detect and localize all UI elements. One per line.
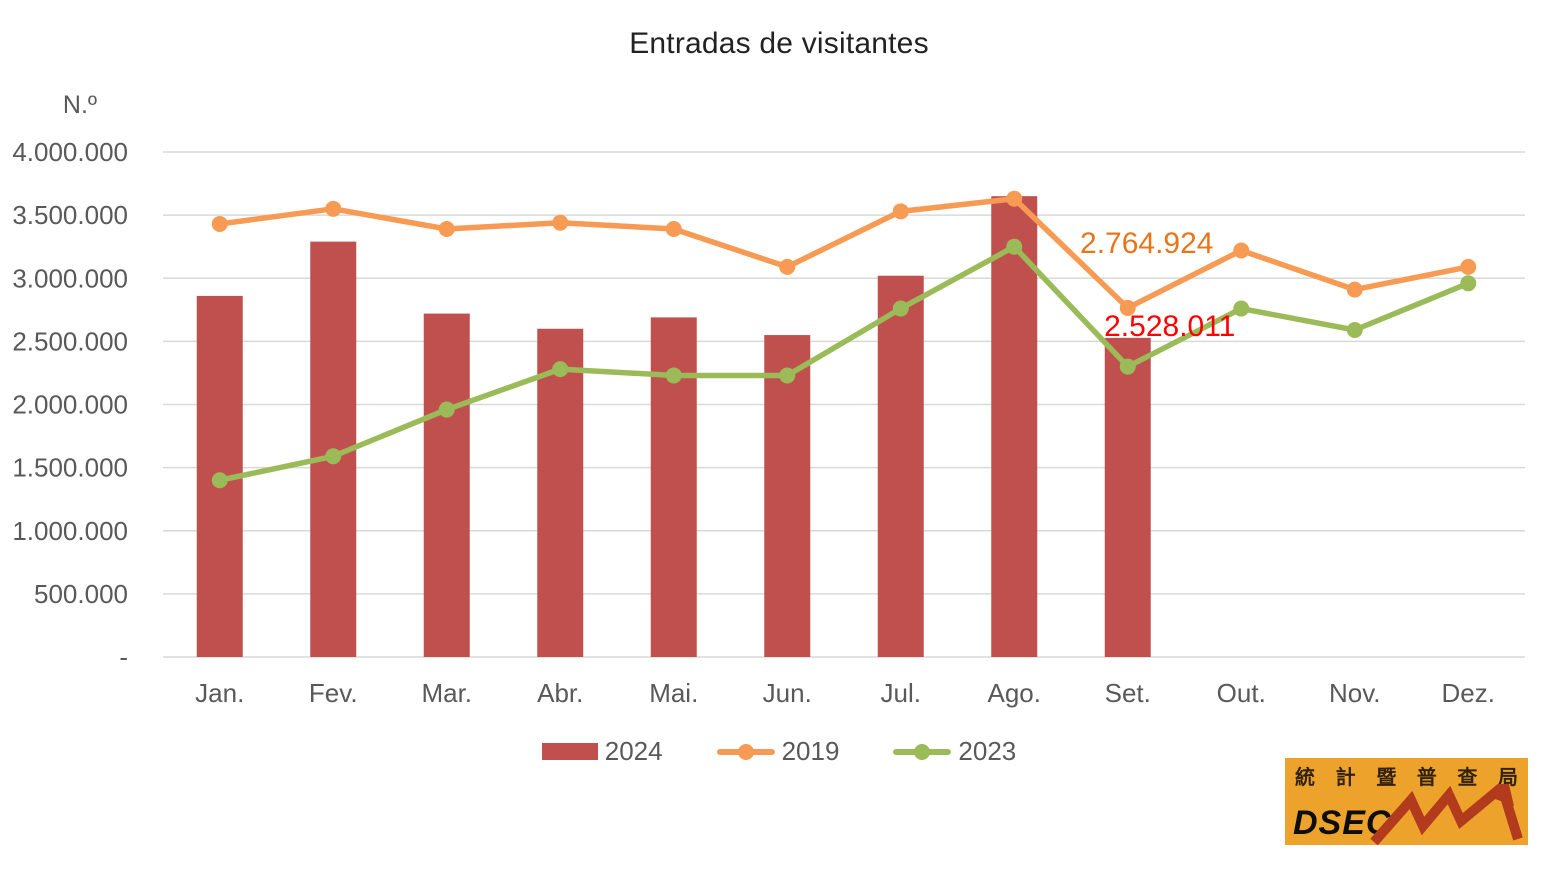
x-tick-label: Jan. xyxy=(195,678,244,708)
marker-2023-Jan xyxy=(211,472,228,489)
dsec-logo-cjk-char: 查 xyxy=(1457,765,1478,789)
marker-2019-Jun xyxy=(779,258,796,275)
x-tick-label: Dez. xyxy=(1442,678,1495,708)
y-axis-label: N.º xyxy=(63,91,97,119)
marker-2023-Fev xyxy=(325,448,342,465)
x-tick-label: Fev. xyxy=(309,678,358,708)
legend-marker-2023 xyxy=(914,743,931,760)
y-tick-label: 3.000.000 xyxy=(12,263,128,293)
marker-2019-Jan xyxy=(211,215,228,232)
marker-2023-Mar xyxy=(438,401,455,418)
chart-title: Entradas de visitantes xyxy=(629,27,929,60)
bar-2024-Abr xyxy=(537,328,584,657)
bar-2024-Mar xyxy=(423,313,470,657)
legend-item-2023: 2023 xyxy=(893,736,1016,767)
marker-2019-Out xyxy=(1233,242,1250,259)
y-tick-label: 500.000 xyxy=(34,579,128,609)
y-tick-label: 4.000.000 xyxy=(12,137,128,167)
marker-2019-Nov xyxy=(1346,281,1363,298)
dsec-logo-cjk-text: 統計暨普查局 xyxy=(1295,761,1518,790)
bar-2024-Ago xyxy=(991,196,1038,657)
marker-2019-Dez xyxy=(1460,258,1477,275)
legend-bar-swatch-2024 xyxy=(541,743,598,760)
marker-2019-Mar xyxy=(438,221,455,238)
line-2023 xyxy=(217,243,1471,483)
legend-line-swatch-2019 xyxy=(716,743,775,761)
bar-2024-Set xyxy=(1104,337,1151,657)
marker-2023-Mai xyxy=(665,367,682,384)
x-tick-label: Mar. xyxy=(421,678,472,708)
dsec-logo: 統計暨普查局 DSEC xyxy=(1285,758,1528,845)
x-tick-label: Nov. xyxy=(1329,678,1381,708)
legend-label-2023: 2023 xyxy=(958,736,1017,766)
bar-2024-Jun xyxy=(764,335,811,657)
x-tick-label: Jul. xyxy=(881,678,921,708)
x-tick-label: Abr. xyxy=(537,678,583,708)
data-label-2024: 2.528.011 xyxy=(1104,310,1235,343)
legend-line-swatch-2023 xyxy=(893,743,952,761)
dsec-logo-cjk-char: 統 xyxy=(1295,765,1315,789)
dsec-logo-cjk-char: 計 xyxy=(1335,765,1356,789)
y-tick-label: 2.500.000 xyxy=(12,326,128,356)
y-tick-label: 3.500.000 xyxy=(12,200,128,230)
dsec-logo-cjk-char: 暨 xyxy=(1376,765,1397,789)
legend-item-2024: 2024 xyxy=(541,736,663,767)
marker-2023-Jun xyxy=(779,367,796,384)
legend: 2024 2019 2023 xyxy=(0,736,1558,767)
marker-2023-Set xyxy=(1119,358,1136,375)
x-tick-label: Out. xyxy=(1217,678,1266,708)
y-tick-label: - xyxy=(119,642,128,672)
line-2019 xyxy=(217,195,1471,311)
marker-2019-Fev xyxy=(325,200,342,217)
data-label-2019: 2.764.924 xyxy=(1080,227,1213,260)
legend-label-2019: 2019 xyxy=(781,736,840,766)
legend-label-2024: 2024 xyxy=(604,736,663,766)
y-tick-label: 1.500.000 xyxy=(12,453,128,483)
marker-2019-Ago xyxy=(1006,190,1023,207)
marker-2019-Jul xyxy=(892,203,909,220)
legend-item-2019: 2019 xyxy=(716,736,840,767)
dsec-logo-cjk-char: 普 xyxy=(1416,765,1437,789)
x-tick-label: Jun. xyxy=(763,678,812,708)
bar-2024-Jul xyxy=(877,275,924,657)
y-tick-label: 2.000.000 xyxy=(12,390,128,420)
dsec-logo-zigzag-icon xyxy=(1370,784,1523,845)
marker-2023-Abr xyxy=(552,361,569,378)
marker-2019-Abr xyxy=(552,214,569,231)
y-tick-label: 1.000.000 xyxy=(12,516,128,546)
marker-2023-Dez xyxy=(1460,275,1477,292)
dsec-logo-cjk-char: 局 xyxy=(1497,765,1518,789)
marker-2019-Mai xyxy=(665,221,682,238)
marker-2019-Set xyxy=(1119,299,1136,316)
x-tick-label: Ago. xyxy=(988,678,1042,708)
marker-2023-Nov xyxy=(1346,322,1363,339)
x-tick-label: Set. xyxy=(1105,678,1151,708)
legend-marker-2019 xyxy=(737,743,754,760)
marker-2023-Jul xyxy=(892,300,909,317)
marker-2023-Ago xyxy=(1006,238,1023,255)
marker-2023-Out xyxy=(1233,300,1250,317)
x-tick-label: Mai. xyxy=(649,678,698,708)
